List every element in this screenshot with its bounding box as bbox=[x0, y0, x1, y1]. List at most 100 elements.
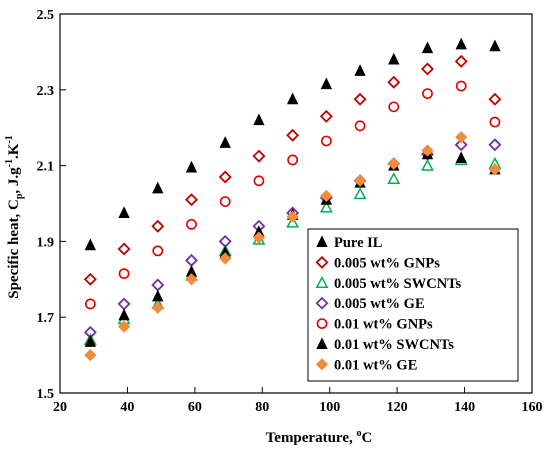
legend-marker bbox=[315, 255, 329, 269]
series-7 bbox=[84, 131, 502, 362]
data-point bbox=[151, 219, 165, 233]
data-point bbox=[353, 174, 367, 187]
data-point bbox=[320, 135, 332, 147]
data-point bbox=[455, 80, 467, 92]
legend-marker bbox=[316, 235, 328, 247]
plot-frame bbox=[59, 13, 533, 394]
x-tick-label: 100 bbox=[319, 400, 340, 415]
y-tick-label: 1.7 bbox=[37, 311, 55, 326]
data-point bbox=[151, 301, 164, 314]
legend-entry: 0.01 wt% SWCNTs bbox=[334, 337, 454, 353]
data-point bbox=[118, 308, 130, 321]
data-point bbox=[387, 75, 401, 89]
series-1 bbox=[84, 37, 501, 251]
data-point bbox=[454, 54, 468, 68]
data-point bbox=[152, 245, 164, 257]
data-point bbox=[421, 62, 434, 76]
data-point bbox=[388, 52, 400, 65]
y-axis-title-unit2: .K bbox=[6, 143, 22, 159]
legend-entry: 0.005 wt% GE bbox=[334, 296, 425, 312]
data-point bbox=[152, 181, 164, 194]
data-point bbox=[286, 215, 300, 228]
data-point bbox=[286, 92, 299, 105]
x-tick-label: 140 bbox=[454, 400, 475, 415]
data-point bbox=[354, 64, 366, 76]
y-tick-label: 1.5 bbox=[37, 387, 55, 402]
y-axis-title-sub: p bbox=[14, 193, 25, 199]
y-axis-title-exp2: -1 bbox=[4, 135, 15, 143]
legend-entry: 0.01 wt% GE bbox=[334, 357, 417, 373]
legend-entry: Pure IL bbox=[334, 235, 383, 251]
data-point bbox=[185, 160, 198, 173]
y-axis-title-unit: , J.g bbox=[6, 167, 22, 194]
x-axis-title-degree: o bbox=[356, 428, 361, 439]
legend: Pure IL 0.005 wt% GNPs 0.005 wt% SWCNTs 0.0… bbox=[307, 228, 519, 382]
data-point bbox=[353, 92, 367, 106]
data-point bbox=[286, 128, 300, 142]
data-point bbox=[186, 218, 197, 230]
data-point bbox=[219, 252, 232, 265]
data-point bbox=[185, 193, 198, 207]
data-point bbox=[353, 187, 367, 200]
data-point bbox=[219, 136, 231, 148]
legend-entry: 0.005 wt% GNPs bbox=[334, 255, 440, 271]
data-point bbox=[421, 158, 434, 171]
data-point bbox=[118, 268, 130, 280]
data-point bbox=[387, 172, 401, 185]
x-axis: 20 40 60 80 100 120 140 160 bbox=[53, 387, 543, 415]
data-point bbox=[421, 144, 434, 157]
data-point bbox=[319, 109, 333, 123]
data-point bbox=[455, 37, 467, 50]
data-point bbox=[455, 151, 467, 164]
data-point bbox=[387, 157, 400, 170]
series-5 bbox=[84, 80, 501, 310]
legend-marker bbox=[316, 318, 328, 329]
y-tick-label: 2.5 bbox=[37, 8, 55, 23]
data-point bbox=[455, 131, 468, 144]
data-point bbox=[84, 238, 97, 251]
legend-entry: 0.01 wt% GNPs bbox=[334, 317, 433, 333]
data-point bbox=[218, 170, 232, 184]
y-axis-title-exp1: -1 bbox=[4, 159, 15, 167]
y-tick-label: 1.9 bbox=[37, 235, 55, 250]
y-axis: 1.5 1.7 1.9 2.1 2.3 2.5 bbox=[37, 8, 66, 402]
data-point bbox=[320, 77, 333, 90]
data-point bbox=[83, 272, 97, 286]
y-axis-title-main: Specific heat, C bbox=[6, 199, 22, 299]
legend-marker bbox=[315, 358, 329, 371]
data-point bbox=[488, 138, 502, 152]
plot-area-border bbox=[59, 13, 533, 394]
data-point bbox=[253, 113, 265, 126]
x-axis-title-unit: C bbox=[361, 430, 372, 446]
data-point bbox=[84, 335, 97, 347]
data-series-layer bbox=[83, 37, 502, 362]
x-tick-label: 120 bbox=[387, 400, 408, 415]
x-tick-label: 60 bbox=[188, 400, 202, 415]
data-point bbox=[287, 154, 299, 166]
legend-box bbox=[307, 228, 519, 382]
data-point bbox=[354, 120, 366, 132]
series-2 bbox=[83, 54, 502, 286]
data-point bbox=[286, 210, 299, 223]
data-point bbox=[185, 253, 198, 267]
x-tick-label: 80 bbox=[255, 400, 269, 415]
data-point bbox=[422, 88, 433, 99]
legend-entry: 0.005 wt% SWCNTs bbox=[334, 276, 462, 292]
data-point bbox=[84, 298, 96, 310]
data-point bbox=[388, 101, 400, 113]
data-point bbox=[151, 278, 165, 292]
data-point bbox=[489, 116, 501, 128]
data-point bbox=[152, 289, 164, 302]
y-tick-label: 2.3 bbox=[37, 84, 55, 99]
data-point bbox=[252, 149, 266, 163]
data-point bbox=[84, 348, 97, 362]
data-point bbox=[320, 189, 333, 203]
data-point bbox=[489, 39, 501, 52]
data-point bbox=[253, 175, 265, 187]
data-point bbox=[117, 242, 131, 256]
x-tick-label: 40 bbox=[120, 400, 134, 415]
data-point bbox=[488, 163, 502, 176]
legend-marker bbox=[315, 296, 329, 310]
data-point bbox=[319, 200, 333, 213]
